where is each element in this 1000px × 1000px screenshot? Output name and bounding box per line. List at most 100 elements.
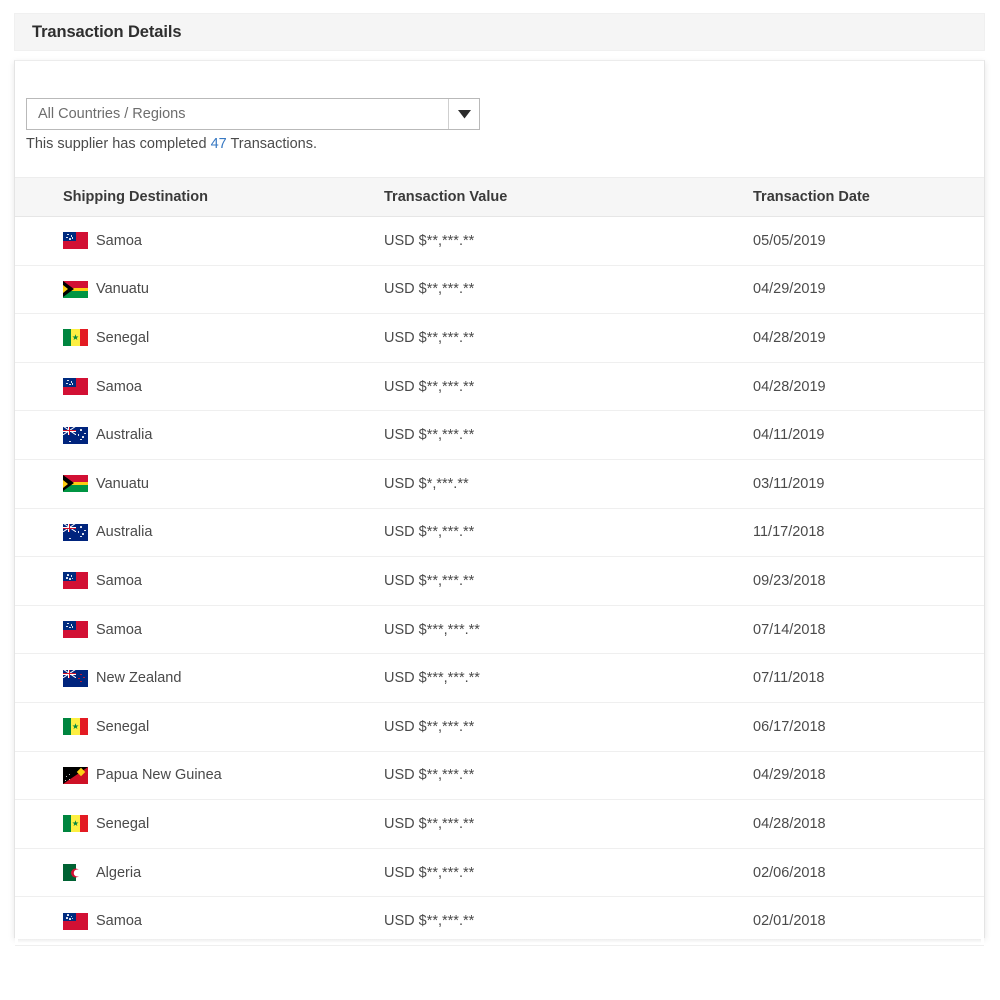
column-header-value: Transaction Value [384,189,508,205]
country-filter-value[interactable]: All Countries / Regions [27,99,449,129]
panel-header: Transaction Details [14,13,985,51]
country-name: Australia [96,524,153,541]
country-name: Australia [96,427,153,444]
flag-icon-senegal: ★ [63,329,88,347]
cell-transaction-value: USD $**,***.** [384,524,475,541]
table-row[interactable]: Samoa USD $**,***.** 09/23/2018 [15,557,984,606]
flag-icon-vanuatu [63,280,88,298]
table-row[interactable]: ★ Senegal USD $**,***.** 04/28/2018 [15,800,984,849]
cell-transaction-value: USD $**,***.** [384,427,475,444]
country-name: Samoa [96,232,142,249]
flag-icon-australia [63,523,88,541]
transaction-details-card: All Countries / Regions This supplier ha… [14,60,985,946]
transactions-table: Shipping Destination Transaction Value T… [15,177,984,946]
cell-transaction-value: USD $**,***.** [384,232,475,249]
country-name: Senegal [96,815,150,832]
flag-icon-samoa [63,912,88,930]
table-row[interactable]: Algeria USD $**,***.** 02/06/2018 [15,848,984,898]
cell-transaction-value: USD $**,***.** [384,572,475,589]
cell-destination: ★ Senegal [15,718,384,736]
country-name: Papua New Guinea [96,767,222,784]
summary-prefix: This supplier has completed [26,136,211,152]
country-filter-select[interactable]: All Countries / Regions [26,98,480,130]
flag-icon-samoa [63,572,88,590]
table-row[interactable]: Vanuatu USD $*,***.** 03/11/2019 [15,459,984,509]
cell-transaction-date: 09/23/2018 [753,572,826,589]
table-row[interactable]: ★ Senegal USD $**,***.** 04/28/2019 [15,314,984,363]
country-name: Samoa [96,913,142,930]
table-row[interactable]: Australia USD $**,***.** 04/11/2019 [15,411,984,460]
chevron-down-icon[interactable] [449,99,479,129]
transaction-count-summary: This supplier has completed 47 Transacti… [26,136,480,152]
table-row[interactable]: Samoa USD $**,***.** 02/01/2018 [15,897,984,946]
cell-transaction-date: 11/17/2018 [753,524,825,541]
table-row[interactable]: New Zealand USD $***,***.** 07/11/2018 [15,654,984,703]
flag-icon-new-zealand [63,669,88,687]
country-name: Samoa [96,572,142,589]
cell-transaction-date: 04/28/2019 [753,329,826,346]
cell-transaction-value: USD $**,***.** [384,378,475,395]
table-header-row: Shipping Destination Transaction Value T… [15,177,984,217]
cell-transaction-value: USD $**,***.** [384,329,475,346]
flag-icon-algeria [63,864,88,882]
cell-transaction-date: 04/28/2019 [753,378,826,395]
table-row[interactable]: Vanuatu USD $**,***.** 04/29/2019 [15,265,984,315]
cell-destination: Vanuatu [15,280,384,298]
cell-destination: Algeria [15,864,384,882]
cell-destination: Samoa [15,378,384,396]
cell-transaction-value: USD $**,***.** [384,815,475,832]
table-row[interactable]: Samoa USD $***,***.** 07/14/2018 [15,605,984,655]
cell-transaction-date: 06/17/2018 [753,718,826,735]
flag-icon-samoa [63,378,88,396]
country-name: Algeria [96,864,142,881]
table-row[interactable]: Samoa USD $**,***.** 05/05/2019 [15,217,984,266]
cell-destination: Papua New Guinea [15,766,384,784]
cell-transaction-date: 04/28/2018 [753,815,826,832]
country-name: Samoa [96,378,142,395]
country-name: Samoa [96,621,142,638]
cell-transaction-value: USD $***,***.** [384,621,480,638]
flag-icon-papua-new-guinea [63,766,88,784]
table-row[interactable]: Samoa USD $**,***.** 04/28/2019 [15,362,984,412]
country-name: Vanuatu [96,281,149,298]
cell-transaction-date: 02/01/2018 [753,913,826,930]
flag-icon-senegal: ★ [63,815,88,833]
flag-icon-senegal: ★ [63,718,88,736]
column-header-destination: Shipping Destination [63,189,208,205]
country-filter-row: All Countries / Regions This supplier ha… [26,98,480,152]
flag-icon-vanuatu [63,475,88,493]
cell-destination: Samoa [15,621,384,639]
country-name: Senegal [96,329,150,346]
cell-destination: Australia [15,426,384,444]
cell-destination: Vanuatu [15,475,384,493]
cell-destination: ★ Senegal [15,329,384,347]
cell-destination: ★ Senegal [15,815,384,833]
cell-destination: Australia [15,523,384,541]
cell-transaction-date: 07/11/2018 [753,670,825,687]
cell-transaction-date: 07/14/2018 [753,621,826,638]
column-header-date: Transaction Date [753,189,870,205]
table-row[interactable]: Australia USD $**,***.** 11/17/2018 [15,508,984,558]
cell-transaction-value: USD $**,***.** [384,913,475,930]
country-name: Senegal [96,718,150,735]
country-name: New Zealand [96,670,182,687]
country-name: Vanuatu [96,475,149,492]
flag-icon-samoa [63,621,88,639]
cell-transaction-date: 04/29/2018 [753,767,826,784]
cell-transaction-value: USD $**,***.** [384,718,475,735]
card-shadow [18,939,981,943]
flag-icon-australia [63,426,88,444]
cell-transaction-date: 04/29/2019 [753,281,826,298]
cell-transaction-date: 03/11/2019 [753,475,825,492]
table-row[interactable]: Papua New Guinea USD $**,***.** 04/29/20… [15,751,984,801]
cell-transaction-value: USD $**,***.** [384,281,475,298]
cell-destination: New Zealand [15,669,384,687]
transaction-count-link[interactable]: 47 [210,136,227,152]
table-row[interactable]: ★ Senegal USD $**,***.** 06/17/2018 [15,702,984,752]
page-title: Transaction Details [32,22,182,41]
cell-transaction-value: USD $*,***.** [384,475,469,492]
cell-destination: Samoa [15,912,384,930]
cell-transaction-date: 05/05/2019 [753,232,826,249]
flag-icon-samoa [63,232,88,250]
